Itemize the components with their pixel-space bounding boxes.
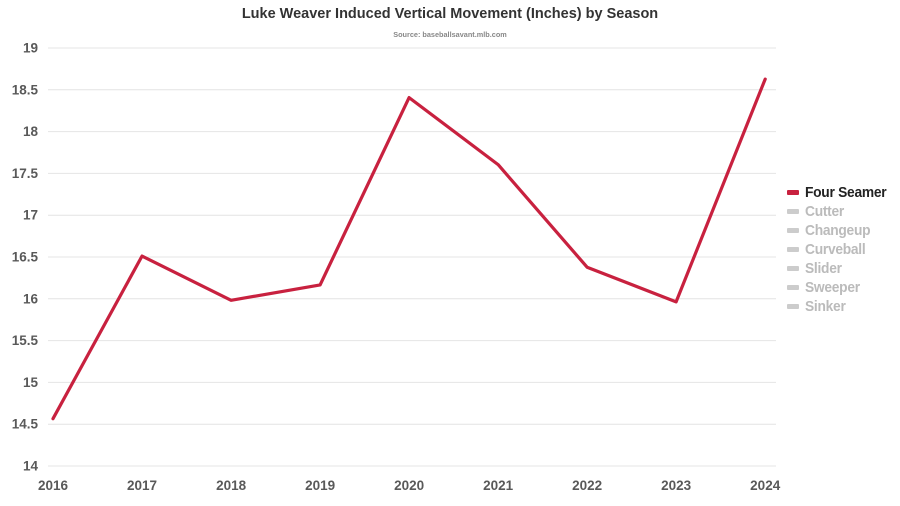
svg-text:14: 14 xyxy=(23,459,39,474)
svg-text:16.5: 16.5 xyxy=(12,250,39,265)
svg-text:15: 15 xyxy=(23,375,39,390)
svg-text:2018: 2018 xyxy=(216,478,247,493)
svg-text:2017: 2017 xyxy=(127,478,157,493)
svg-text:18.5: 18.5 xyxy=(12,82,39,97)
svg-text:16: 16 xyxy=(23,291,39,306)
svg-text:17: 17 xyxy=(23,208,38,223)
svg-text:2022: 2022 xyxy=(572,478,602,493)
svg-text:2023: 2023 xyxy=(661,478,692,493)
svg-text:19: 19 xyxy=(23,41,38,56)
svg-text:2019: 2019 xyxy=(305,478,335,493)
svg-text:2020: 2020 xyxy=(394,478,424,493)
svg-text:2021: 2021 xyxy=(483,478,514,493)
svg-text:15.5: 15.5 xyxy=(12,333,39,348)
svg-text:18: 18 xyxy=(23,124,39,139)
svg-text:2016: 2016 xyxy=(38,478,69,493)
svg-text:14.5: 14.5 xyxy=(12,417,39,432)
svg-text:2024: 2024 xyxy=(750,478,781,493)
svg-text:17.5: 17.5 xyxy=(12,166,39,181)
